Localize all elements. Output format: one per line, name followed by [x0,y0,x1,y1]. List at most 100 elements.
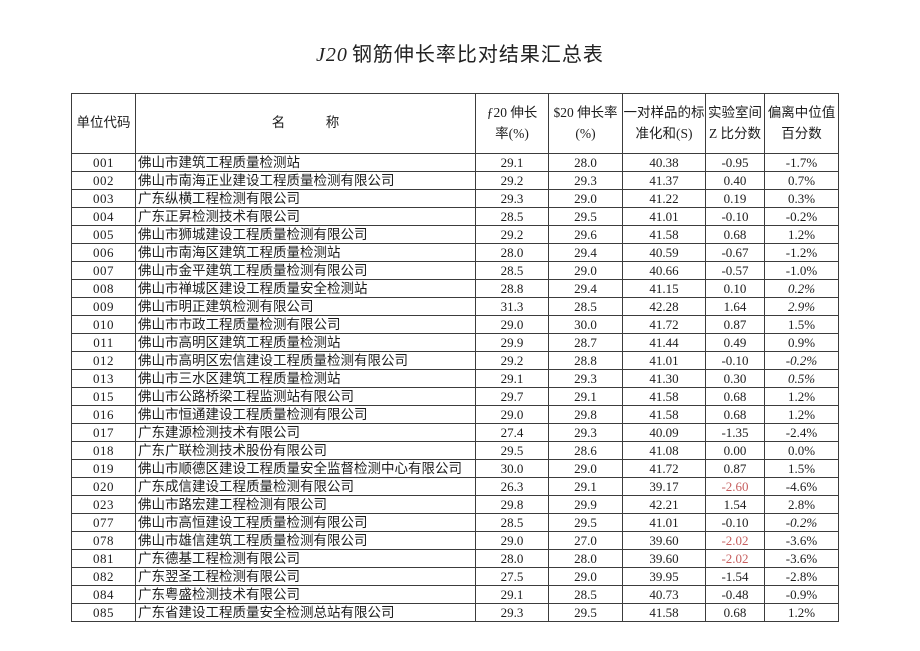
cell-name: 广东纵横工程检测有限公司 [135,189,476,208]
cell-s20: 28.5 [548,585,623,604]
cell-s20: 30.0 [548,315,623,334]
cell-unit-code: 007 [71,261,136,280]
cell-s20: 29.0 [548,261,623,280]
col-header-sum: 一对样品的标 准化和(S) [622,93,706,154]
cell-unit-code: 004 [71,207,136,226]
cell-name: 佛山市金平建筑工程质量检测有限公司 [135,261,476,280]
cell-sum: 40.73 [622,585,706,604]
cell-zscore: 0.87 [705,459,765,478]
results-table: 单位代码 名 称 ƒ20 伸长 率(%) $20 伸长率 (%) 一对样品的标 … [71,93,839,622]
cell-unit-code: 018 [71,441,136,460]
table-header: 单位代码 名 称 ƒ20 伸长 率(%) $20 伸长率 (%) 一对样品的标 … [71,93,839,154]
cell-deviation: 0.5% [764,369,839,388]
cell-name: 广东德基工程检测有限公司 [135,549,476,568]
cell-sum: 42.28 [622,297,706,316]
cell-unit-code: 013 [71,369,136,388]
cell-s20: 28.0 [548,153,623,172]
cell-f20: 29.9 [475,333,549,352]
table-row: 085 广东省建设工程质量安全检测总站有限公司 29.3 29.5 41.58 … [71,603,839,622]
cell-unit-code: 085 [71,603,136,622]
cell-s20: 29.0 [548,189,623,208]
cell-sum: 41.22 [622,189,706,208]
cell-deviation: 2.9% [764,297,839,316]
col-header-deviation: 偏离中位值 百分数 [764,93,839,154]
cell-name: 佛山市高明区宏信建设工程质量检测有限公司 [135,351,476,370]
cell-name: 佛山市南海区建筑工程质量检测站 [135,243,476,262]
cell-sum: 40.38 [622,153,706,172]
table-row: 023 佛山市路宏建工程检测有限公司 29.8 29.9 42.21 1.54 … [71,495,839,514]
cell-unit-code: 009 [71,297,136,316]
cell-s20: 29.9 [548,495,623,514]
cell-s20: 29.5 [548,207,623,226]
cell-s20: 29.1 [548,477,623,496]
cell-sum: 39.60 [622,531,706,550]
cell-unit-code: 011 [71,333,136,352]
cell-sum: 41.44 [622,333,706,352]
cell-sum: 41.72 [622,315,706,334]
cell-unit-code: 001 [71,153,136,172]
cell-f20: 29.0 [475,531,549,550]
cell-name: 佛山市南海正业建设工程质量检测有限公司 [135,171,476,190]
cell-f20: 29.0 [475,315,549,334]
cell-unit-code: 008 [71,279,136,298]
cell-f20: 28.5 [475,261,549,280]
cell-f20: 29.1 [475,585,549,604]
cell-name: 佛山市高恒建设工程质量检测有限公司 [135,513,476,532]
cell-name: 佛山市三水区建筑工程质量检测站 [135,369,476,388]
table-row: 016 佛山市恒通建设工程质量检测有限公司 29.0 29.8 41.58 0.… [71,405,839,424]
cell-name: 佛山市建筑工程质量检测站 [135,153,476,172]
cell-name: 广东成信建设工程质量检测有限公司 [135,477,476,496]
cell-sum: 40.09 [622,423,706,442]
cell-unit-code: 015 [71,387,136,406]
cell-f20: 29.3 [475,603,549,622]
cell-zscore: -0.48 [705,585,765,604]
cell-f20: 29.1 [475,369,549,388]
cell-name: 佛山市市政工程质量检测有限公司 [135,315,476,334]
cell-f20: 29.2 [475,351,549,370]
cell-sum: 41.58 [622,387,706,406]
cell-s20: 29.6 [548,225,623,244]
page-title: J20 钢筋伸长率比对结果汇总表 [0,38,920,67]
table-body: 001 佛山市建筑工程质量检测站 29.1 28.0 40.38 -0.95 -… [71,153,839,622]
cell-deviation: -4.6% [764,477,839,496]
table-row: 018 广东广联检测技术股份有限公司 29.5 28.6 41.08 0.00 … [71,441,839,460]
cell-zscore: -0.10 [705,207,765,226]
cell-deviation: -1.0% [764,261,839,280]
cell-f20: 28.0 [475,549,549,568]
cell-s20: 29.0 [548,459,623,478]
cell-f20: 29.5 [475,441,549,460]
cell-deviation: -1.7% [764,153,839,172]
cell-s20: 28.7 [548,333,623,352]
cell-unit-code: 020 [71,477,136,496]
cell-unit-code: 002 [71,171,136,190]
cell-f20: 29.0 [475,405,549,424]
cell-deviation: -0.9% [764,585,839,604]
cell-f20: 30.0 [475,459,549,478]
cell-name: 广东建源检测技术有限公司 [135,423,476,442]
cell-name: 广东广联检测技术股份有限公司 [135,441,476,460]
cell-deviation: -0.2% [764,513,839,532]
cell-zscore: 0.00 [705,441,765,460]
table-row: 002 佛山市南海正业建设工程质量检测有限公司 29.2 29.3 41.37 … [71,171,839,190]
cell-zscore: 0.30 [705,369,765,388]
cell-deviation: 1.2% [764,225,839,244]
cell-f20: 28.8 [475,279,549,298]
cell-name: 佛山市雄信建筑工程质量检测有限公司 [135,531,476,550]
cell-s20: 28.0 [548,549,623,568]
cell-f20: 28.5 [475,513,549,532]
cell-zscore: 0.68 [705,405,765,424]
cell-zscore: -2.02 [705,549,765,568]
cell-deviation: 0.3% [764,189,839,208]
cell-deviation: -1.2% [764,243,839,262]
table-row: 006 佛山市南海区建筑工程质量检测站 28.0 29.4 40.59 -0.6… [71,243,839,262]
cell-sum: 41.01 [622,513,706,532]
cell-deviation: 0.9% [764,333,839,352]
cell-sum: 41.58 [622,225,706,244]
cell-unit-code: 005 [71,225,136,244]
table-row: 009 佛山市明正建筑检测有限公司 31.3 28.5 42.28 1.64 2… [71,297,839,316]
cell-name: 佛山市狮城建设工程质量检测有限公司 [135,225,476,244]
cell-unit-code: 078 [71,531,136,550]
cell-sum: 41.58 [622,405,706,424]
cell-s20: 28.5 [548,297,623,316]
